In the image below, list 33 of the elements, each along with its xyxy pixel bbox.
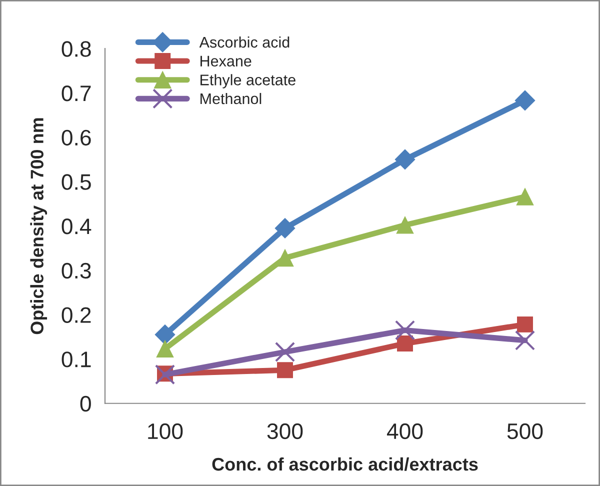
y-tick-label: 0.7: [62, 85, 91, 102]
x-tick-label: 400: [386, 423, 423, 440]
y-tick-label: 0.2: [62, 307, 91, 323]
x-tick-label: 500: [507, 423, 543, 440]
point: [274, 342, 296, 362]
legend-label: Methanol: [200, 92, 262, 104]
y-tick-label: 0.1: [62, 352, 91, 368]
point: [397, 336, 413, 352]
point: [276, 249, 294, 267]
point: [394, 149, 416, 170]
point: [274, 218, 296, 238]
y-axis-title: Opticle density at 700 nm: [30, 118, 48, 334]
x-tick-label: 300: [267, 423, 303, 440]
y-tick-label: 0.4: [62, 218, 92, 234]
legend-label: Ascorbic acid: [199, 36, 290, 48]
point: [514, 90, 536, 111]
point: [516, 188, 534, 206]
y-tick-label: 0.8: [62, 41, 91, 57]
y-tick-label: 0: [80, 396, 91, 412]
point: [514, 330, 536, 350]
y-tick-label: 0.5: [62, 174, 91, 190]
legend-label: Ethyle acetate: [200, 74, 296, 88]
point: [394, 320, 416, 340]
legend-label: Hexane: [200, 56, 252, 67]
point: [154, 324, 176, 345]
x-tick-label: 100: [148, 423, 183, 440]
point: [277, 362, 293, 378]
point: [517, 316, 533, 332]
point: [156, 340, 174, 358]
point: [396, 216, 414, 234]
y-tick-label: 0.6: [62, 130, 91, 146]
y-tick-label: 0.3: [62, 262, 91, 279]
x-axis-title: Conc. of ascorbic acid/extracts: [212, 457, 478, 471]
